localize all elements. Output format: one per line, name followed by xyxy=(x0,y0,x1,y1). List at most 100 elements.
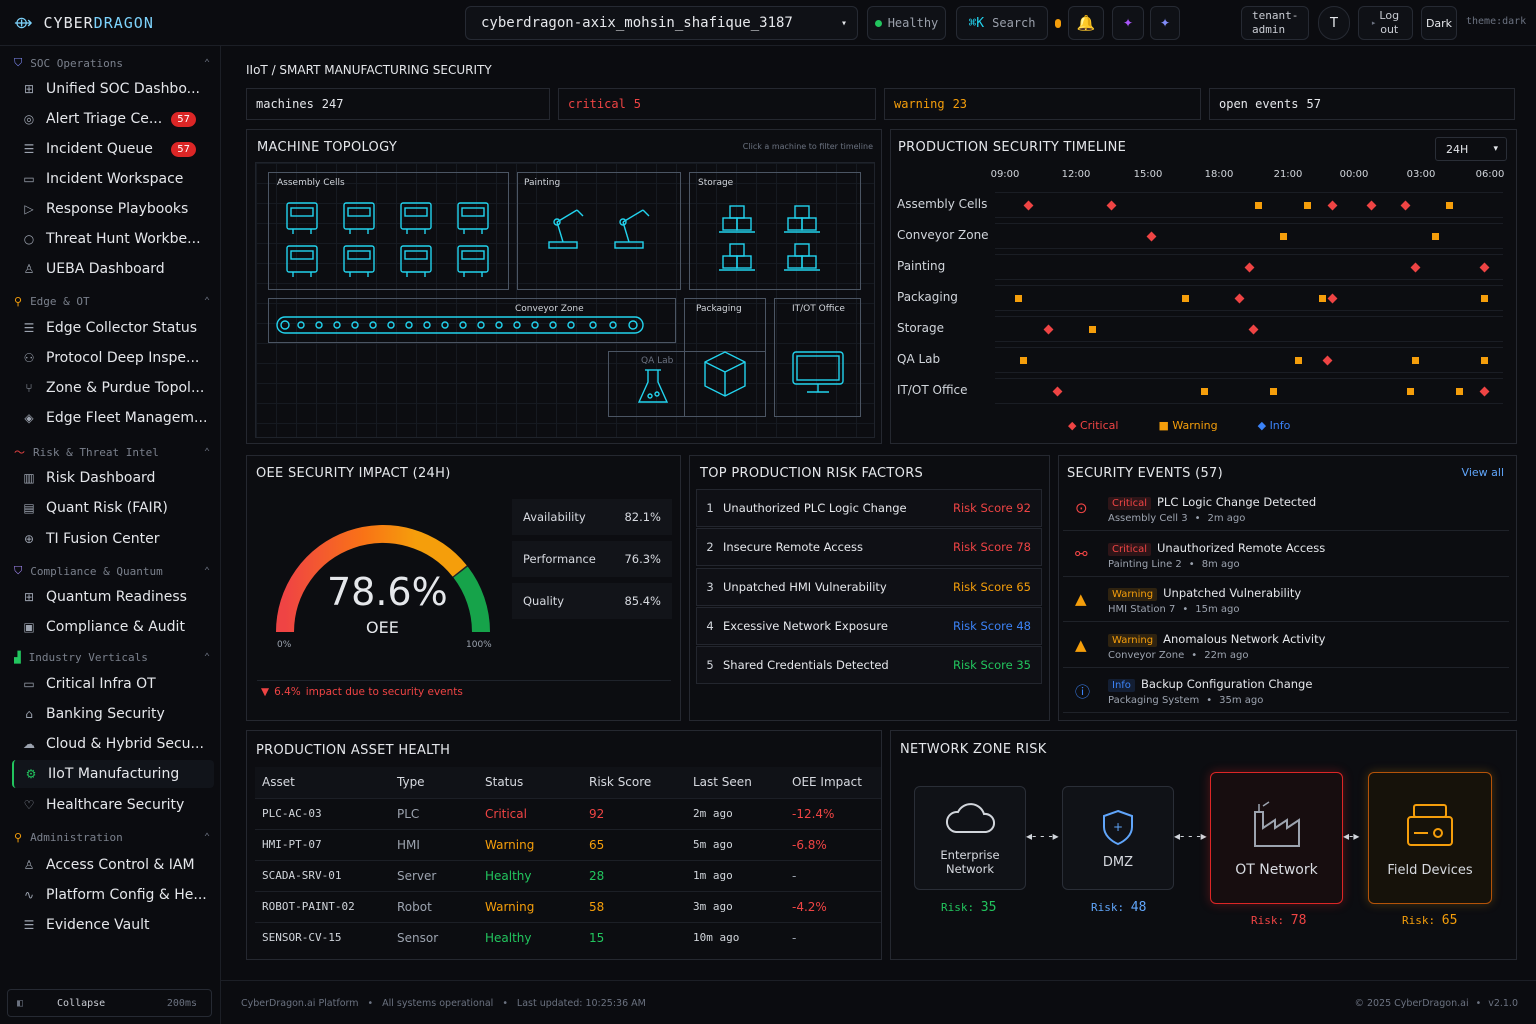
zone-dmz[interactable]: + DMZ xyxy=(1062,786,1174,890)
legend-critical[interactable]: ◆ Critical xyxy=(1068,419,1118,432)
sidebar-item-access-control[interactable]: ♙ Access Control & IAM xyxy=(12,851,214,879)
sidebar-item-protocol-inspection[interactable]: ⚇ Protocol Deep Inspe... xyxy=(12,344,214,372)
stat-warning[interactable]: warning 23 xyxy=(884,88,1201,120)
sidebar-item-alert-triage[interactable]: ◎ Alert Triage Ce... 57 xyxy=(12,105,214,133)
sidebar-item-incident-queue[interactable]: ☰ Incident Queue 57 xyxy=(12,135,214,163)
sidebar-item-response-playbooks[interactable]: ▷ Response Playbooks xyxy=(12,195,214,223)
sidebar-item-platform-config[interactable]: ∿ Platform Config & He... xyxy=(12,881,214,909)
sidebar-item-risk-dashboard[interactable]: ▥ Risk Dashboard xyxy=(12,464,214,492)
event-item[interactable]: ▲ Warning Anomalous Network Activity Convey… xyxy=(1063,624,1509,668)
timeline-event-marker-warning[interactable] xyxy=(1431,232,1439,240)
avatar[interactable]: T xyxy=(1318,6,1350,40)
column-header[interactable]: OEE Impact xyxy=(792,775,862,790)
sidebar-item-edge-fleet[interactable]: ◈ Edge Fleet Managem... xyxy=(12,404,214,432)
timeline-event-marker-warning[interactable] xyxy=(1456,387,1464,395)
theme-toggle-button[interactable]: Dark xyxy=(1421,6,1457,40)
event-item[interactable]: ⚯ Critical Unauthorized Remote Access Paint… xyxy=(1063,533,1509,577)
table-row[interactable]: HMI-PT-07 HMI Warning 65 5m ago -6.8% xyxy=(255,829,881,860)
timeline-event-marker-warning[interactable] xyxy=(1407,387,1415,395)
table-row[interactable]: SCADA-SRV-01 Server Healthy 28 1m ago - xyxy=(255,860,881,891)
table-row[interactable]: SENSOR-CV-15 Sensor Healthy 15 10m ago - xyxy=(255,922,881,953)
timeline-event-marker-warning[interactable] xyxy=(1319,294,1326,302)
event-item[interactable]: ⊙ Critical PLC Logic Change Detected Assemb… xyxy=(1063,487,1509,531)
column-header[interactable]: Asset xyxy=(262,775,295,790)
time-range-select[interactable]: 24H ▾ xyxy=(1435,137,1507,161)
sidebar-item-ueba[interactable]: ♙ UEBA Dashboard xyxy=(12,255,214,283)
timeline-row-label[interactable]: Storage xyxy=(897,321,944,335)
ai-sparkle-icon[interactable]: ✦ xyxy=(1112,6,1144,40)
sidebar-item-unified-soc[interactable]: ⊞ Unified SOC Dashbo... xyxy=(12,75,214,103)
sidebar-item-healthcare[interactable]: ♡ Healthcare Security xyxy=(12,791,214,819)
timeline-event-marker-warning[interactable] xyxy=(1279,232,1287,240)
timeline-event-marker-warning[interactable] xyxy=(1181,294,1189,302)
risk-factor-row[interactable]: 1 Unauthorized PLC Logic Change Risk Score… xyxy=(696,489,1042,527)
collapse-button[interactable]: ◧ Collapse 200ms xyxy=(7,989,212,1017)
timeline-event-marker-warning[interactable] xyxy=(1412,356,1420,364)
timeline-event-marker-warning[interactable] xyxy=(1480,356,1488,364)
table-row[interactable]: PLC-AC-03 PLC Critical 92 2m ago -12.4% xyxy=(255,798,881,829)
timeline-event-marker-warning[interactable] xyxy=(1294,356,1302,364)
bell-icon[interactable]: 🔔 xyxy=(1068,6,1104,40)
sidebar-item-incident-workspace[interactable]: ▭ Incident Workspace xyxy=(12,165,214,193)
sidebar-section-edge[interactable]: ⚲ Edge & OT ⌃ xyxy=(14,295,210,308)
timeline-event-marker-warning[interactable] xyxy=(1270,387,1277,395)
risk-factor-row[interactable]: 4 Excessive Network Exposure Risk Score 48 xyxy=(696,606,1042,645)
view-all-link[interactable]: View all xyxy=(1461,466,1504,479)
risk-factor-row[interactable]: 3 Unpatched HMI Vulnerability Risk Score 6… xyxy=(696,567,1042,606)
sidebar-item-banking[interactable]: ⌂ Banking Security xyxy=(12,700,214,728)
legend-warning[interactable]: ■ Warning xyxy=(1158,419,1217,432)
timeline-event-marker-warning[interactable] xyxy=(1480,294,1488,302)
sidebar-item-quantum-readiness[interactable]: ⊞ Quantum Readiness xyxy=(12,583,214,611)
risk-factor-row[interactable]: 5 Shared Credentials Detected Risk Score 3… xyxy=(696,646,1042,685)
zone-qa-lab[interactable]: QA Lab xyxy=(608,351,766,417)
timeline-event-marker-warning[interactable] xyxy=(1255,201,1263,209)
sidebar-item-critical-infra[interactable]: ▭ Critical Infra OT xyxy=(12,670,214,698)
sidebar-section-soc[interactable]: ⛉ SOC Operations ⌃ xyxy=(14,56,210,70)
timeline-row-label[interactable]: Painting xyxy=(897,259,946,273)
zone-enterprise-network[interactable]: Enterprise Network xyxy=(914,786,1026,890)
sidebar-item-evidence-vault[interactable]: ☰ Evidence Vault xyxy=(12,911,214,939)
assistant-icon[interactable]: ✦ xyxy=(1150,6,1180,40)
timeline-event-marker-warning[interactable] xyxy=(1015,294,1023,302)
tenant-badge[interactable]: tenant- admin xyxy=(1241,6,1309,40)
stat-machines[interactable]: machines 247 xyxy=(246,88,550,120)
zone-itot-office[interactable]: IT/OT Office xyxy=(774,298,861,417)
sidebar-item-iiot-manufacturing[interactable]: ⚙ IIoT Manufacturing xyxy=(12,760,214,788)
column-header[interactable]: Type xyxy=(397,775,425,790)
zone-painting[interactable]: Painting xyxy=(517,172,681,290)
sidebar-item-threat-hunt[interactable]: ○ Threat Hunt Workbe... xyxy=(12,225,214,253)
health-status[interactable]: Healthy xyxy=(867,6,946,40)
sidebar-item-zone-purdue[interactable]: ⑂ Zone & Purdue Topol... xyxy=(12,374,214,402)
search-button[interactable]: ⌘K Search xyxy=(956,6,1048,40)
risk-factor-row[interactable]: 2 Insecure Remote Access Risk Score 78 xyxy=(696,528,1042,567)
event-item[interactable]: ⓘ Info Backup Configuration Change Packagin… xyxy=(1063,669,1509,713)
timeline-row-label[interactable]: QA Lab xyxy=(897,352,941,366)
brand-logo[interactable]: ⟴ CYBERDRAGON xyxy=(14,13,154,32)
sidebar-item-edge-collector[interactable]: ☰ Edge Collector Status xyxy=(12,314,214,342)
sidebar-item-compliance-audit[interactable]: ▣ Compliance & Audit xyxy=(12,613,214,641)
column-header[interactable]: Last Seen xyxy=(693,775,752,790)
legend-info[interactable]: ◆ Info xyxy=(1258,419,1291,432)
column-header[interactable]: Risk Score xyxy=(589,775,652,790)
sidebar-item-cloud-hybrid[interactable]: ☁ Cloud & Hybrid Secu... xyxy=(12,730,214,758)
sidebar-section-admin[interactable]: ⚲ Administration ⌃ xyxy=(14,831,210,844)
sidebar-section-industry[interactable]: ▟ Industry Verticals ⌃ xyxy=(14,651,210,664)
sidebar-item-ti-fusion[interactable]: ⊕ TI Fusion Center xyxy=(12,525,214,553)
timeline-event-marker-warning[interactable] xyxy=(1020,356,1028,364)
timeline-row-label[interactable]: Packaging xyxy=(897,290,958,304)
column-header[interactable]: Status xyxy=(485,775,524,790)
sidebar-section-risk[interactable]: 〜 Risk & Threat Intel ⌃ xyxy=(14,444,210,460)
zone-field-devices[interactable]: Field Devices xyxy=(1368,772,1492,904)
logout-button[interactable]: ▸ Log out xyxy=(1358,6,1413,40)
sidebar-item-quant-risk[interactable]: ▤ Quant Risk (FAIR) xyxy=(12,494,214,522)
timeline-event-marker-warning[interactable] xyxy=(1304,201,1312,209)
timeline-row-label[interactable]: Assembly Cells xyxy=(897,197,988,211)
timeline-row-label[interactable]: IT/OT Office xyxy=(897,383,968,397)
timeline-event-marker-warning[interactable] xyxy=(1201,387,1209,395)
zone-conveyor[interactable]: Conveyor Zone xyxy=(268,298,676,343)
table-row[interactable]: ROBOT-PAINT-02 Robot Warning 58 3m ago -4.2% xyxy=(255,891,881,922)
timeline-row-label[interactable]: Conveyor Zone xyxy=(897,228,989,242)
workspace-selector[interactable]: cyberdragon-axix_mohsin_shafique_3187 ▾ xyxy=(465,6,858,40)
timeline-event-marker-warning[interactable] xyxy=(1088,325,1096,333)
event-item[interactable]: ▲ Warning Unpatched Vulnerability HMI Stati… xyxy=(1063,578,1509,622)
